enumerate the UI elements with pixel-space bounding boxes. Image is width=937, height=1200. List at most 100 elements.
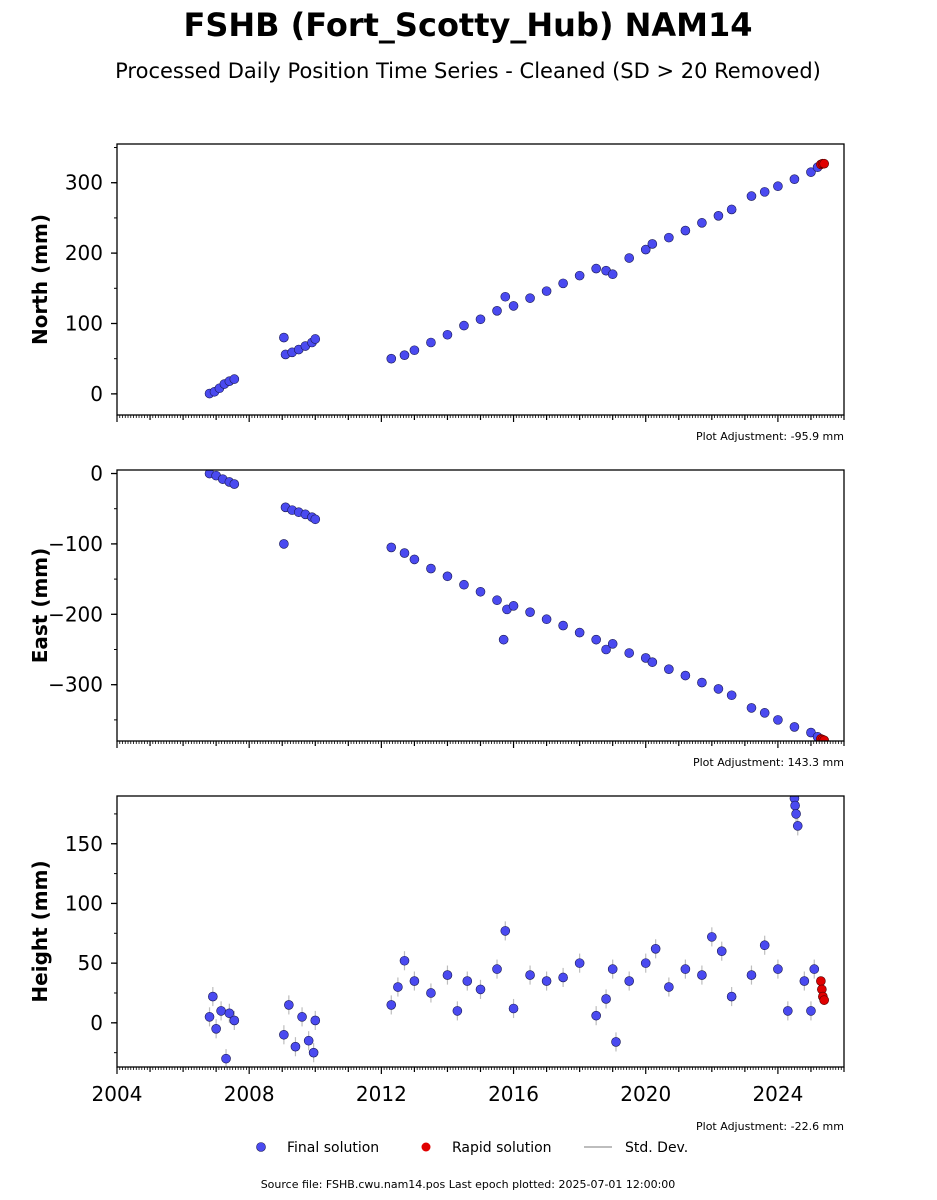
y-tick-label: 100 bbox=[65, 891, 103, 915]
final-point bbox=[229, 1015, 240, 1026]
final-point bbox=[297, 1012, 307, 1022]
chart-subtitle: Processed Daily Position Time Series - C… bbox=[115, 59, 821, 83]
final-point bbox=[224, 1008, 235, 1019]
legend-final-label: Final solution bbox=[287, 1140, 379, 1156]
final-point bbox=[773, 715, 783, 725]
plot-adjustment-note: Plot Adjustment: -22.6 mm bbox=[696, 1120, 844, 1133]
final-point bbox=[726, 204, 737, 215]
rapid-point bbox=[819, 995, 829, 1005]
final-point bbox=[680, 670, 691, 681]
final-point bbox=[442, 571, 453, 582]
plot-adjustment-note: Plot Adjustment: 143.3 mm bbox=[693, 756, 844, 769]
final-point bbox=[624, 648, 635, 658]
final-point bbox=[442, 970, 453, 980]
source-note: Source file: FSHB.cwu.nam14.pos Last epo… bbox=[261, 1178, 676, 1191]
final-point bbox=[773, 964, 783, 974]
plot-area bbox=[204, 796, 829, 1067]
final-point bbox=[475, 586, 486, 597]
final-point bbox=[574, 958, 585, 968]
final-point bbox=[726, 991, 737, 1002]
final-point bbox=[399, 548, 410, 558]
final-point bbox=[697, 677, 707, 688]
final-point bbox=[525, 293, 535, 303]
final-point bbox=[211, 1023, 221, 1034]
final-point bbox=[759, 708, 770, 718]
final-point bbox=[591, 263, 601, 274]
final-point bbox=[279, 1029, 289, 1040]
final-point bbox=[409, 554, 420, 565]
final-point bbox=[525, 970, 535, 980]
x-tick-label: 2024 bbox=[752, 1082, 803, 1106]
final-point bbox=[541, 614, 552, 625]
final-point bbox=[650, 944, 661, 954]
x-tick-label: 2008 bbox=[224, 1082, 275, 1106]
final-point bbox=[442, 329, 453, 340]
final-point bbox=[525, 607, 535, 617]
final-point bbox=[792, 821, 803, 831]
y-tick-label: −200 bbox=[48, 602, 103, 626]
panel-3: 0 50 100 150 2004 2008 2012 2016 2020 2024 Height … bbox=[28, 795, 845, 1133]
legend-rapid-marker bbox=[421, 1142, 431, 1152]
x-tick-label: 2004 bbox=[92, 1082, 143, 1106]
plot-frame bbox=[116, 469, 845, 742]
final-point bbox=[574, 270, 585, 281]
final-point bbox=[664, 232, 674, 243]
final-point bbox=[508, 601, 519, 611]
final-point bbox=[624, 253, 635, 263]
final-point bbox=[229, 374, 240, 384]
plot-frame bbox=[116, 143, 845, 416]
final-point bbox=[310, 1015, 321, 1026]
plot-area bbox=[204, 158, 829, 399]
final-point bbox=[746, 703, 757, 713]
final-point bbox=[308, 1047, 319, 1058]
final-point bbox=[508, 301, 519, 311]
final-point bbox=[664, 982, 674, 992]
final-point bbox=[500, 926, 511, 936]
final-point bbox=[647, 239, 658, 249]
final-point bbox=[492, 306, 502, 316]
final-point bbox=[541, 976, 552, 986]
final-point bbox=[310, 334, 321, 344]
legend-final-marker bbox=[256, 1142, 266, 1152]
final-point bbox=[607, 964, 618, 974]
y-tick-label: −300 bbox=[48, 673, 103, 697]
y-tick-label: 200 bbox=[65, 241, 103, 265]
final-point bbox=[492, 595, 502, 606]
final-point bbox=[806, 1006, 816, 1016]
plot-frame bbox=[116, 795, 845, 1068]
final-point bbox=[773, 181, 783, 192]
final-point bbox=[229, 479, 240, 489]
final-point bbox=[611, 1037, 621, 1047]
final-point bbox=[558, 278, 568, 289]
final-point bbox=[498, 634, 509, 645]
final-point bbox=[759, 940, 770, 951]
final-point bbox=[475, 314, 486, 325]
rapid-point bbox=[816, 976, 826, 986]
final-point bbox=[399, 350, 410, 360]
final-point bbox=[409, 345, 420, 356]
final-point bbox=[806, 167, 816, 177]
x-tick-label: 2012 bbox=[356, 1082, 407, 1106]
y-tick-label: 100 bbox=[65, 311, 103, 335]
y-tick-label: 300 bbox=[65, 171, 103, 195]
final-point bbox=[697, 218, 707, 228]
final-point bbox=[500, 291, 511, 302]
legend-std-label: Std. Dev. bbox=[625, 1140, 688, 1156]
final-point bbox=[279, 332, 289, 343]
y-tick-label: 0 bbox=[90, 1011, 103, 1035]
final-point bbox=[680, 964, 691, 974]
final-point bbox=[591, 1010, 601, 1021]
chart-title: FSHB (Fort_Scotty_Hub) NAM14 bbox=[183, 6, 752, 44]
final-point bbox=[426, 563, 436, 574]
final-point bbox=[558, 620, 568, 631]
y-tick-label: 0 bbox=[90, 462, 103, 486]
final-point bbox=[664, 664, 674, 675]
final-point bbox=[204, 1012, 215, 1022]
final-point bbox=[713, 210, 724, 221]
final-point bbox=[726, 690, 737, 701]
final-point bbox=[574, 627, 585, 638]
legend: Final solution Rapid solution Std. Dev. bbox=[256, 1140, 688, 1156]
final-point bbox=[409, 976, 420, 986]
final-point bbox=[399, 955, 410, 966]
final-point bbox=[809, 964, 820, 974]
